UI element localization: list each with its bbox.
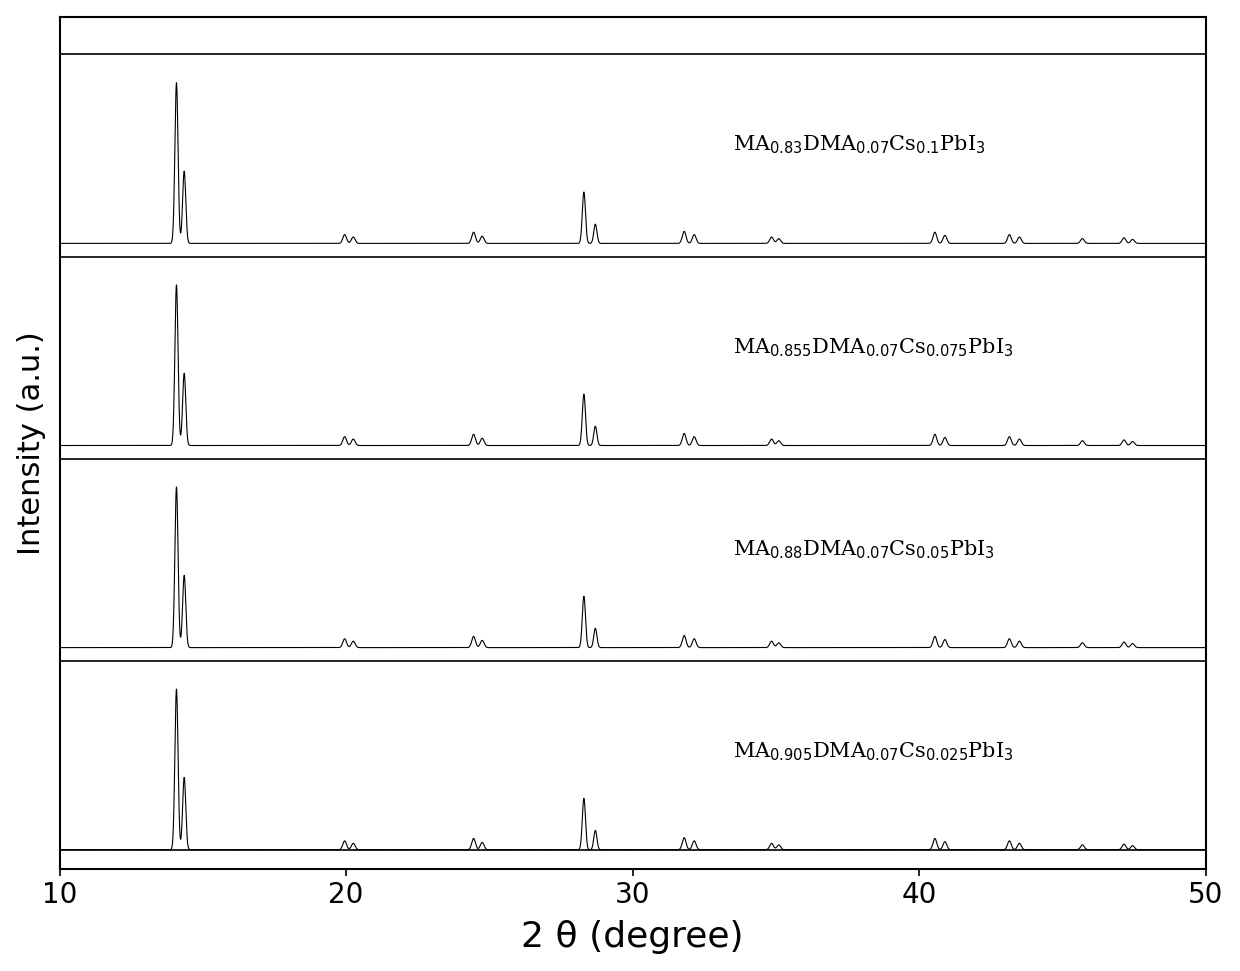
Text: MA$_{0.905}$DMA$_{0.07}$Cs$_{0.025}$PbI$_3$: MA$_{0.905}$DMA$_{0.07}$Cs$_{0.025}$PbI$…	[733, 740, 1014, 763]
X-axis label: 2 θ (degree): 2 θ (degree)	[521, 921, 744, 954]
Text: MA$_{0.83}$DMA$_{0.07}$Cs$_{0.1}$PbI$_3$: MA$_{0.83}$DMA$_{0.07}$Cs$_{0.1}$PbI$_3$	[733, 134, 986, 156]
Y-axis label: Intensity (a.u.): Intensity (a.u.)	[16, 331, 46, 554]
Text: MA$_{0.88}$DMA$_{0.07}$Cs$_{0.05}$PbI$_3$: MA$_{0.88}$DMA$_{0.07}$Cs$_{0.05}$PbI$_3…	[733, 538, 994, 560]
Text: MA$_{0.855}$DMA$_{0.07}$Cs$_{0.075}$PbI$_3$: MA$_{0.855}$DMA$_{0.07}$Cs$_{0.075}$PbI$…	[733, 336, 1013, 358]
